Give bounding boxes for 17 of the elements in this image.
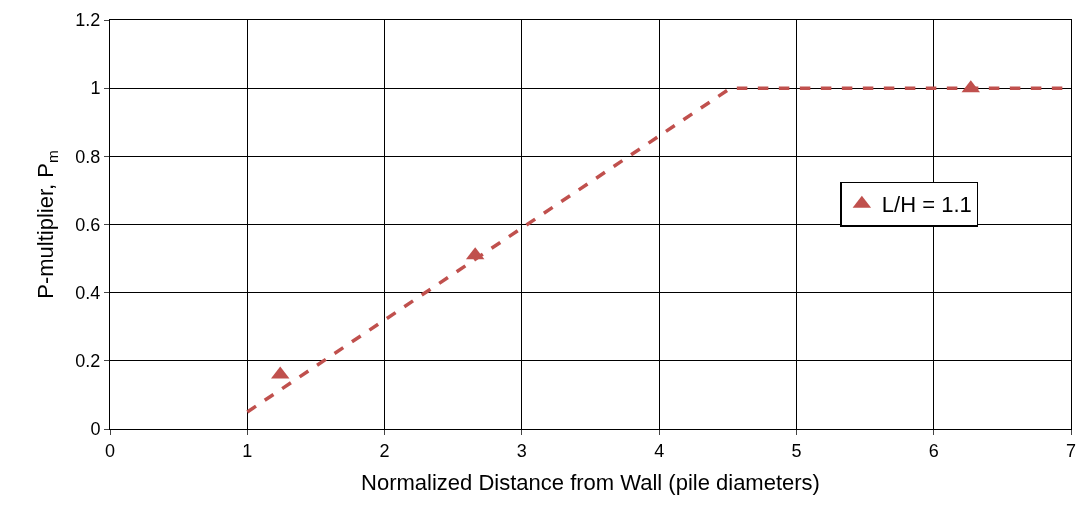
x-tick-label: 4 [654,440,665,461]
x-tick-label: 2 [379,440,390,461]
x-tick-label: 6 [928,440,939,461]
x-axis-title: Normalized Distance from Wall (pile diameters) [361,470,820,496]
y-tick-label: 0.6 [75,214,101,235]
x-tick-label: 5 [791,440,802,461]
x-tick-label: 7 [1065,440,1077,461]
y-tick-label: 1.2 [75,10,101,31]
legend-label: L/H = 1.1 [881,192,972,218]
y-tick-label: 0.2 [75,351,101,372]
x-tick-label: 1 [242,440,253,461]
y-tick-label: 0.8 [75,146,101,167]
y-tick-label: 0.4 [75,282,101,303]
y-tick-label: 0 [90,419,101,440]
x-tick-label: 0 [104,440,116,461]
y-tick-label: 1 [90,78,101,99]
x-tick-label: 3 [516,440,527,461]
